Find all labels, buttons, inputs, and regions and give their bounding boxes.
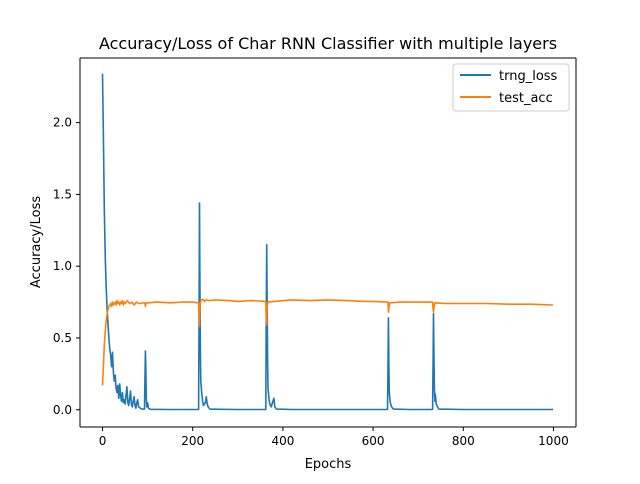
x-axis-ticks: 0 200 400 600 800 1000	[99, 427, 569, 448]
y-tick-label: 1.5	[53, 187, 72, 201]
y-tick-label: 1.0	[53, 259, 72, 273]
x-tick-label: 200	[181, 434, 204, 448]
x-tick-label: 600	[362, 434, 385, 448]
legend-label-test-acc: test_acc	[499, 91, 553, 106]
x-tick-label: 0	[99, 434, 107, 448]
y-axis-ticks: 0.0 0.5 1.0 1.5 2.0	[53, 116, 80, 417]
y-tick-label: 0.5	[53, 331, 72, 345]
chart-title: Accuracy/Loss of Char RNN Classifier wit…	[99, 34, 557, 53]
legend-label-trng-loss: trng_loss	[499, 69, 558, 84]
y-tick-label: 2.0	[53, 116, 72, 130]
x-axis-label: Epochs	[305, 457, 352, 472]
plot-area: 0 200 400 600 800 1000 0.0 0.5 1.0 1.5 2.0	[53, 57, 577, 448]
x-tick-label: 400	[271, 434, 294, 448]
x-tick-label: 800	[452, 434, 475, 448]
axes-spines	[79, 57, 577, 428]
legend: trng_loss test_acc	[452, 63, 570, 112]
series-layer	[101, 73, 554, 411]
y-axis-label: Accuracy/Loss	[29, 196, 44, 288]
series-line-test-acc	[101, 298, 554, 386]
x-tick-label: 1000	[538, 434, 569, 448]
y-tick-label: 0.0	[53, 403, 72, 417]
series-line-trng-loss	[101, 73, 553, 411]
plot-background	[80, 58, 576, 427]
